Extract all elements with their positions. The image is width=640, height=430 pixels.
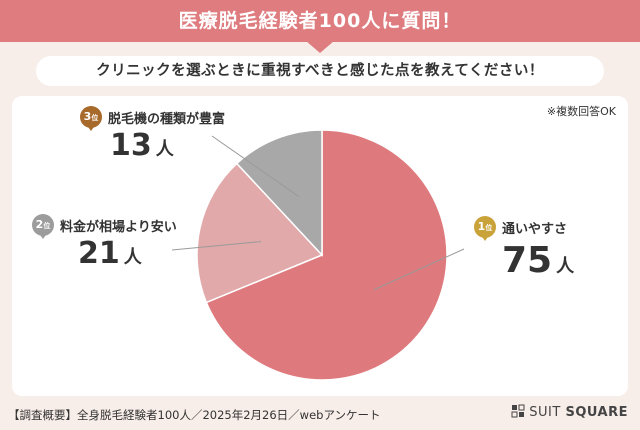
rank-1-number: 75 — [502, 240, 553, 281]
page-title: 医療脱毛経験者100人に質問！ — [178, 10, 462, 32]
multiple-answers-note: ※複数回答OK — [546, 105, 616, 118]
leader-line-rank-3 — [211, 135, 300, 198]
brand-mark-icon — [511, 404, 525, 418]
rank-2-label: 料金が相場より安い — [60, 220, 177, 235]
question-text: クリニックを選ぶときに重視すべきと感じた点を教えてください！ — [36, 56, 604, 86]
rank-1-label: 通いやすさ — [502, 222, 568, 237]
leader-line-rank-2 — [171, 241, 262, 251]
rank-2-value: 21 人 — [78, 236, 142, 271]
rank-3-medal-icon: 3位 — [80, 106, 102, 128]
rank-3-unit: 人 — [155, 139, 174, 160]
brand-logo-text-2: SQUARE — [565, 405, 628, 420]
pie-slice-rank-2 — [196, 162, 324, 304]
pie-slice-rank-3 — [235, 129, 323, 257]
rank-2-unit: 人 — [123, 247, 142, 268]
rank-2-medal-icon: 2位 — [32, 214, 54, 236]
rank-3-ribbon-icon — [86, 124, 96, 131]
header-banner: 医療脱毛経験者100人に質問！ — [0, 0, 640, 42]
leader-line-rank-1 — [373, 248, 465, 291]
chart-panel: ※複数回答OK 3位 脱毛機の種類が豊富 13 人 2位 料金が相場より安い 21… — [12, 96, 628, 396]
rank-1-medal-icon: 1位 — [474, 216, 496, 238]
rank-1-ribbon-icon — [480, 234, 490, 241]
rank-2-number: 21 — [78, 236, 120, 271]
rank-2-ribbon-icon — [38, 232, 48, 239]
rank-3-number: 13 — [110, 128, 152, 163]
rank-3-label: 脱毛機の種類が豊富 — [108, 112, 226, 127]
rank-3-value: 13 人 — [110, 128, 174, 163]
brand-logo: SUIT SQUARE — [511, 404, 628, 420]
pie-chart — [171, 129, 465, 381]
pie-slice-rank-1 — [205, 129, 448, 381]
brand-logo-text-1: SUIT — [529, 405, 561, 420]
rank-1-unit: 人 — [556, 256, 575, 277]
survey-summary: 【調査概要】全身脱毛経験者100人／2025年2月26日／webアンケート — [8, 408, 381, 422]
header-notch — [306, 41, 334, 53]
rank-1-value: 75 人 — [502, 240, 574, 281]
